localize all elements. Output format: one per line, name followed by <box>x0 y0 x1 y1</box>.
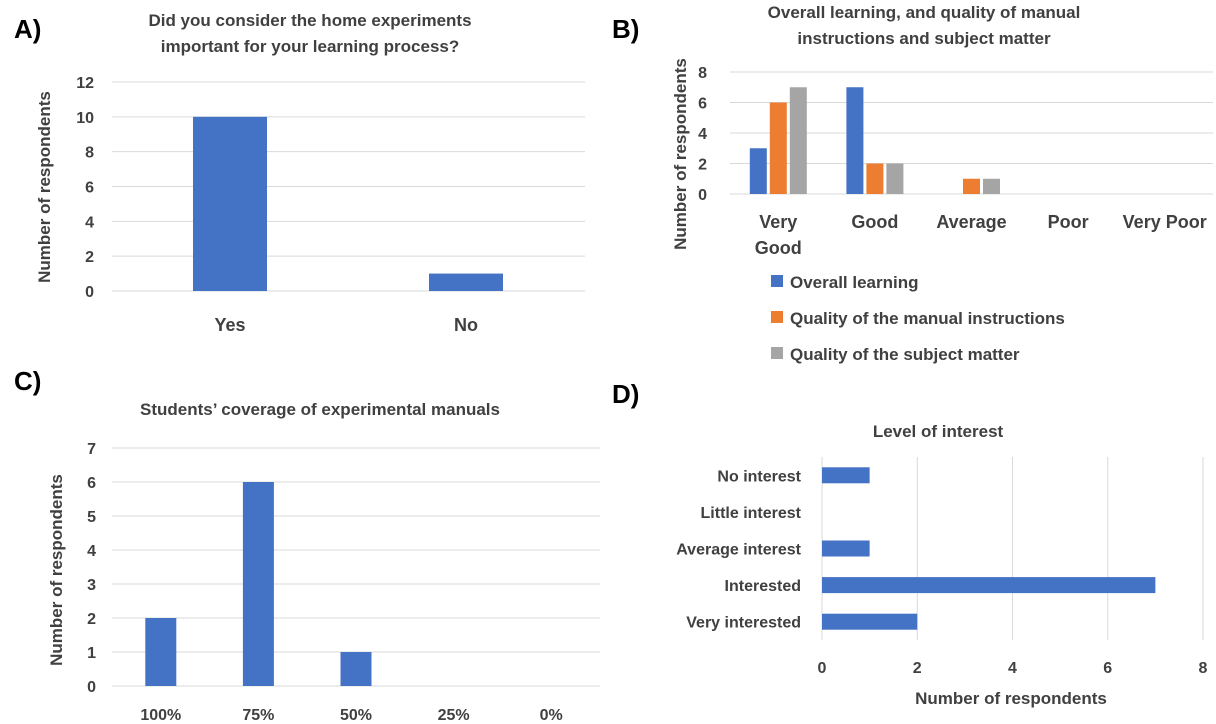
chart-c-x-tick-label: 100% <box>140 707 181 724</box>
chart-d-x-tick-label: 8 <box>1199 660 1208 677</box>
chart-d-x-tick-label: 6 <box>1103 660 1112 677</box>
chart-c-y-tick-label: 3 <box>87 577 96 594</box>
panel-label-c: C) <box>14 366 41 396</box>
chart-b-y-tick-label: 0 <box>698 187 707 204</box>
chart-c-y-tick-label: 1 <box>87 645 96 662</box>
chart-b-y-axis-title: Number of respondents <box>671 58 690 250</box>
chart-d-bar <box>822 540 870 557</box>
chart-b-bar <box>866 163 884 194</box>
chart-d-y-tick-label: No interest <box>717 468 801 485</box>
chart-d-x-tick-label: 0 <box>818 660 827 677</box>
chart-d-bar <box>822 613 918 630</box>
chart-a-x-tick-label: Yes <box>214 315 245 335</box>
chart-d-x-axis-title: Number of respondents <box>915 689 1107 708</box>
chart-b-bar <box>963 178 980 194</box>
chart-b-y-tick-label: 8 <box>698 65 707 82</box>
chart-d-bar <box>822 467 870 484</box>
chart-b-legend-label: Quality of the manual instructions <box>790 309 1065 328</box>
chart-b-bar <box>769 102 787 194</box>
chart-b-bar <box>749 148 767 194</box>
panel-label-a: A) <box>14 14 41 44</box>
chart-b-title-line: instructions and subject matter <box>797 29 1051 48</box>
chart-c-y-axis-title: Number of respondents <box>47 474 66 666</box>
chart-c-x-tick-label: 25% <box>438 707 470 724</box>
chart-d-y-tick-label: Interested <box>725 578 801 595</box>
chart-c-x-tick-label: 75% <box>242 707 274 724</box>
chart-c-x-tick-label: 0% <box>540 707 563 724</box>
chart-b-x-tick-label: Good <box>755 238 802 258</box>
chart-d-x-tick-label: 4 <box>1008 660 1017 677</box>
chart-d-y-tick-label: Little interest <box>701 505 802 522</box>
chart-c-y-tick-label: 0 <box>87 679 96 696</box>
chart-b-legend-label: Overall learning <box>790 273 919 292</box>
chart-a-bar <box>193 116 267 291</box>
chart-c-y-tick-label: 2 <box>87 611 96 628</box>
chart-b-y-tick-label: 4 <box>698 126 707 143</box>
chart-c-y-tick-label: 4 <box>87 543 96 560</box>
chart-d-y-tick-label: Very interested <box>686 615 801 632</box>
chart-c-y-tick-label: 6 <box>87 475 96 492</box>
chart-b-title-line: Overall learning, and quality of manual <box>768 3 1081 22</box>
chart-c-x-tick-label: 50% <box>340 707 372 724</box>
panel-label-d: D) <box>612 379 639 409</box>
chart-b-x-tick-label: Very Poor <box>1123 212 1207 232</box>
chart-a-y-tick-label: 10 <box>76 110 94 127</box>
chart-d-bar <box>822 577 1156 594</box>
chart-b-bar <box>789 87 807 194</box>
chart-b-bar <box>846 87 864 194</box>
chart-b-bar <box>983 178 1000 194</box>
chart-a-y-axis-title: Number of respondents <box>35 91 54 283</box>
chart-b-y-tick-label: 2 <box>698 157 707 174</box>
chart-d-y-tick-label: Average interest <box>676 542 801 559</box>
chart-a-y-tick-label: 4 <box>85 214 94 231</box>
chart-d-title-line: Level of interest <box>873 422 1004 441</box>
chart-a-y-tick-label: 2 <box>85 249 94 266</box>
panel-label-b: B) <box>612 14 639 44</box>
chart-c-bar <box>242 482 274 686</box>
chart-b-x-tick-label: Poor <box>1048 212 1089 232</box>
chart-b-legend-swatch <box>771 275 783 287</box>
chart-a-title-line: Did you consider the home experiments <box>148 11 471 30</box>
chart-a-title-line: important for your learning process? <box>161 37 460 56</box>
chart-c-title-line: Students’ coverage of experimental manua… <box>140 400 500 419</box>
chart-c-y-tick-label: 5 <box>87 509 96 526</box>
chart-b-y-tick-label: 6 <box>698 96 707 113</box>
chart-c-y-tick-label: 7 <box>87 441 96 458</box>
chart-b-legend-swatch <box>771 311 783 323</box>
chart-b-x-tick-label: Good <box>851 212 898 232</box>
chart-a-y-tick-label: 0 <box>85 284 94 301</box>
chart-a-y-tick-label: 6 <box>85 180 94 197</box>
chart-a-x-tick-label: No <box>454 315 478 335</box>
chart-b-legend-label: Quality of the subject matter <box>790 345 1020 364</box>
chart-b-bar <box>886 163 904 194</box>
chart-a-bar <box>429 273 503 291</box>
chart-b-x-tick-label: Very <box>759 212 797 232</box>
chart-c-bar <box>145 618 177 686</box>
chart-a-y-tick-label: 12 <box>76 75 94 92</box>
chart-d-x-tick-label: 2 <box>913 660 922 677</box>
chart-b-x-tick-label: Average <box>936 212 1006 232</box>
chart-c-bar <box>340 652 372 686</box>
chart-b-legend-swatch <box>771 347 783 359</box>
chart-a-y-tick-label: 8 <box>85 145 94 162</box>
